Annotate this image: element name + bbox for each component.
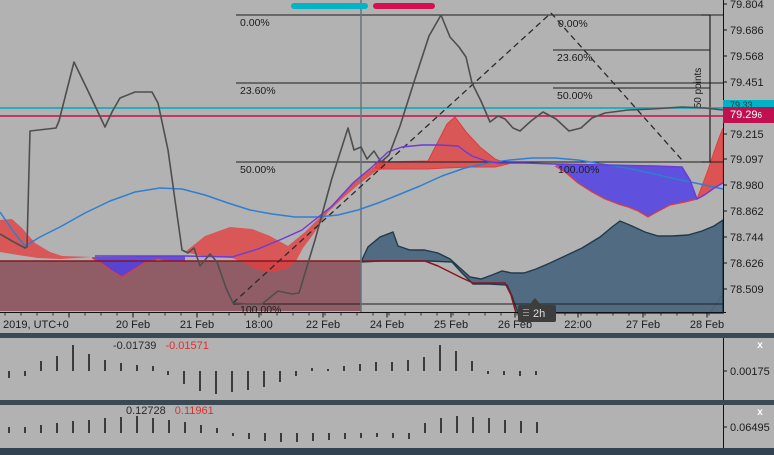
price-label: 78.626: [730, 258, 764, 270]
price-label: 79.568: [730, 51, 764, 63]
moving-average-line: [0, 157, 724, 247]
price-label: 79.097: [730, 154, 764, 166]
panel-axis-label: 0.00175: [730, 366, 770, 378]
oscillator-panel-1[interactable]: [8, 345, 537, 394]
slate-area: [359, 218, 724, 314]
panel1-value-readout: -0.01739 -0.01571: [113, 340, 209, 352]
fib-label: 0.00%: [240, 17, 270, 29]
measure-bracket: 50 points: [693, 14, 711, 163]
cyan-price-tag: 79.33: [723, 100, 774, 111]
timeframe-badge[interactable]: 2h: [518, 305, 556, 322]
time-label: 22:00: [564, 319, 592, 331]
time-label: 26 Feb: [498, 319, 532, 331]
panel1-value-dark: -0.01739: [113, 340, 157, 352]
panel-axis-label: 0.06495: [730, 422, 770, 434]
current-price-sub-digit: 6: [757, 111, 762, 120]
oscillator-panel-2[interactable]: [8, 416, 538, 442]
price-label: 79.215: [730, 129, 764, 141]
drag-grip-icon[interactable]: [523, 309, 529, 318]
price-label: 79.686: [730, 25, 764, 37]
price-axis[interactable]: 79.804 79.686 79.568 79.451 79.215 79.097 78.9…: [723, 0, 770, 448]
panel2-value-red: 0.11961: [174, 405, 214, 417]
salmon-band-mid: [185, 158, 385, 272]
fib-label: 50.00%: [557, 90, 593, 102]
fib-label: 23.60%: [557, 52, 593, 64]
time-label: 20 Feb: [116, 319, 150, 331]
time-label: 27 Feb: [626, 319, 660, 331]
current-price-tag: 79.296: [723, 107, 774, 123]
purple-band-line: [95, 144, 724, 258]
price-label: 78.862: [730, 206, 764, 218]
indigo-band-right: [555, 164, 697, 217]
price-label: 78.980: [730, 180, 764, 192]
time-label: 24 Feb: [370, 319, 404, 331]
time-label: 21 Feb: [180, 319, 214, 331]
salmon-band-left: [0, 219, 92, 259]
panel2-close-button[interactable]: x: [757, 407, 763, 418]
price-line: [0, 14, 724, 305]
fib-zone-fill: [0, 261, 361, 311]
timeframe-label: 2h: [533, 307, 546, 320]
time-label: 2019, UTC+0: [3, 319, 69, 331]
timeframe-badge-pointer: [529, 298, 541, 305]
price-label: 79.451: [730, 77, 764, 89]
time-label: 18:00: [245, 319, 273, 331]
fib-label: 50.00%: [240, 164, 276, 176]
panel1-value-red: -0.01571: [165, 340, 209, 352]
time-label: 28 Feb: [690, 319, 724, 331]
dashed-trendlines[interactable]: [232, 12, 683, 304]
time-label: 22 Feb: [306, 319, 340, 331]
band-fills: [0, 116, 724, 314]
crimson-pill: [373, 3, 435, 9]
fib-label: 100.00%: [558, 164, 599, 176]
fib-label: 23.60%: [240, 85, 276, 97]
top-pills[interactable]: [291, 3, 435, 9]
fibonacci-retracement-2[interactable]: 0.00% 23.60% 50.00% 100.00%: [553, 14, 710, 176]
price-label: 79.804: [730, 0, 764, 11]
time-axis[interactable]: 2019, UTC+0 20 Feb 21 Feb 18:00 22 Feb 24 Feb…: [0, 312, 726, 332]
cyan-pill: [291, 3, 368, 9]
bracket-label: 50 points: [693, 68, 704, 109]
time-label: 25 Feb: [434, 319, 468, 331]
panel1-close-button[interactable]: x: [757, 340, 763, 351]
price-label: 78.744: [730, 232, 764, 244]
fib-label: 0.00%: [558, 18, 588, 30]
current-price-main: 79.29: [730, 109, 758, 121]
lower-boundary-line: [0, 260, 517, 314]
price-label: 78.509: [730, 284, 764, 296]
panel2-value-readout: 0.12728 0.11961: [126, 405, 214, 417]
red-edge: [554, 165, 698, 218]
panel2-value-dark: 0.12728: [126, 405, 166, 417]
